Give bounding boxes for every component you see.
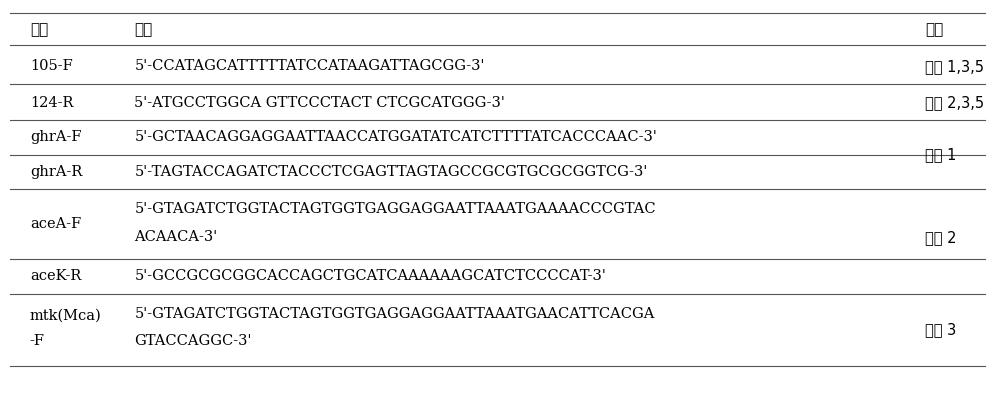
- Text: 序列: 序列: [134, 23, 153, 37]
- Text: 用途: 用途: [925, 23, 944, 37]
- Text: -F: -F: [30, 334, 45, 348]
- Text: ghrA-F: ghrA-F: [30, 130, 81, 145]
- Text: 5'-CCATAGCATTTTTATCCATAAGATTAGCGG-3': 5'-CCATAGCATTTTTATCCATAAGATTAGCGG-3': [134, 59, 485, 73]
- Text: 引物: 引物: [30, 23, 48, 37]
- Text: GTACCAGGC-3': GTACCAGGC-3': [134, 334, 252, 348]
- Text: aceK-R: aceK-R: [30, 269, 81, 283]
- Text: 5'-GTAGATCTGGTACTAGTGGTGAGGAGGAATTAAATGAAAACCCGTAC: 5'-GTAGATCTGGTACTAGTGGTGAGGAGGAATTAAATGA…: [134, 202, 656, 216]
- Text: aceA-F: aceA-F: [30, 217, 81, 231]
- Text: 124-R: 124-R: [30, 96, 73, 110]
- Text: ACAACA-3': ACAACA-3': [134, 229, 218, 244]
- Text: 步骤 1: 步骤 1: [925, 147, 957, 162]
- Text: 步骤 3: 步骤 3: [925, 323, 957, 337]
- Text: 步骤 2: 步骤 2: [925, 231, 957, 245]
- Text: 5'-ATGCCTGGCA GTTCCCTACT CTCGCATGGG-3': 5'-ATGCCTGGCA GTTCCCTACT CTCGCATGGG-3': [134, 96, 505, 110]
- Text: 步骤 2,3,5: 步骤 2,3,5: [925, 95, 985, 110]
- Text: ghrA-R: ghrA-R: [30, 165, 82, 179]
- Text: 5'-GCCGCGCGGCACCAGCTGCATCAAAAAAGCATCTCCCCAT-3': 5'-GCCGCGCGGCACCAGCTGCATCAAAAAAGCATCTCCC…: [134, 269, 606, 283]
- Text: 105-F: 105-F: [30, 59, 73, 73]
- Text: 5'-GTAGATCTGGTACTAGTGGTGAGGAGGAATTAAATGAACATTCACGA: 5'-GTAGATCTGGTACTAGTGGTGAGGAGGAATTAAATGA…: [134, 307, 655, 321]
- Text: 5'-TAGTACCAGATCTACCCTCGAGTTAGTAGCCGCGTGCGCGGTCG-3': 5'-TAGTACCAGATCTACCCTCGAGTTAGTAGCCGCGTGC…: [134, 165, 648, 179]
- Text: 步骤 1,3,5: 步骤 1,3,5: [925, 59, 984, 74]
- Text: mtk(Mca): mtk(Mca): [30, 308, 102, 322]
- Text: 5'-GCTAACAGGAGGAATTAACCATGGATATCATCTTTTATCACCCAAC-3': 5'-GCTAACAGGAGGAATTAACCATGGATATCATCTTTTA…: [134, 130, 657, 145]
